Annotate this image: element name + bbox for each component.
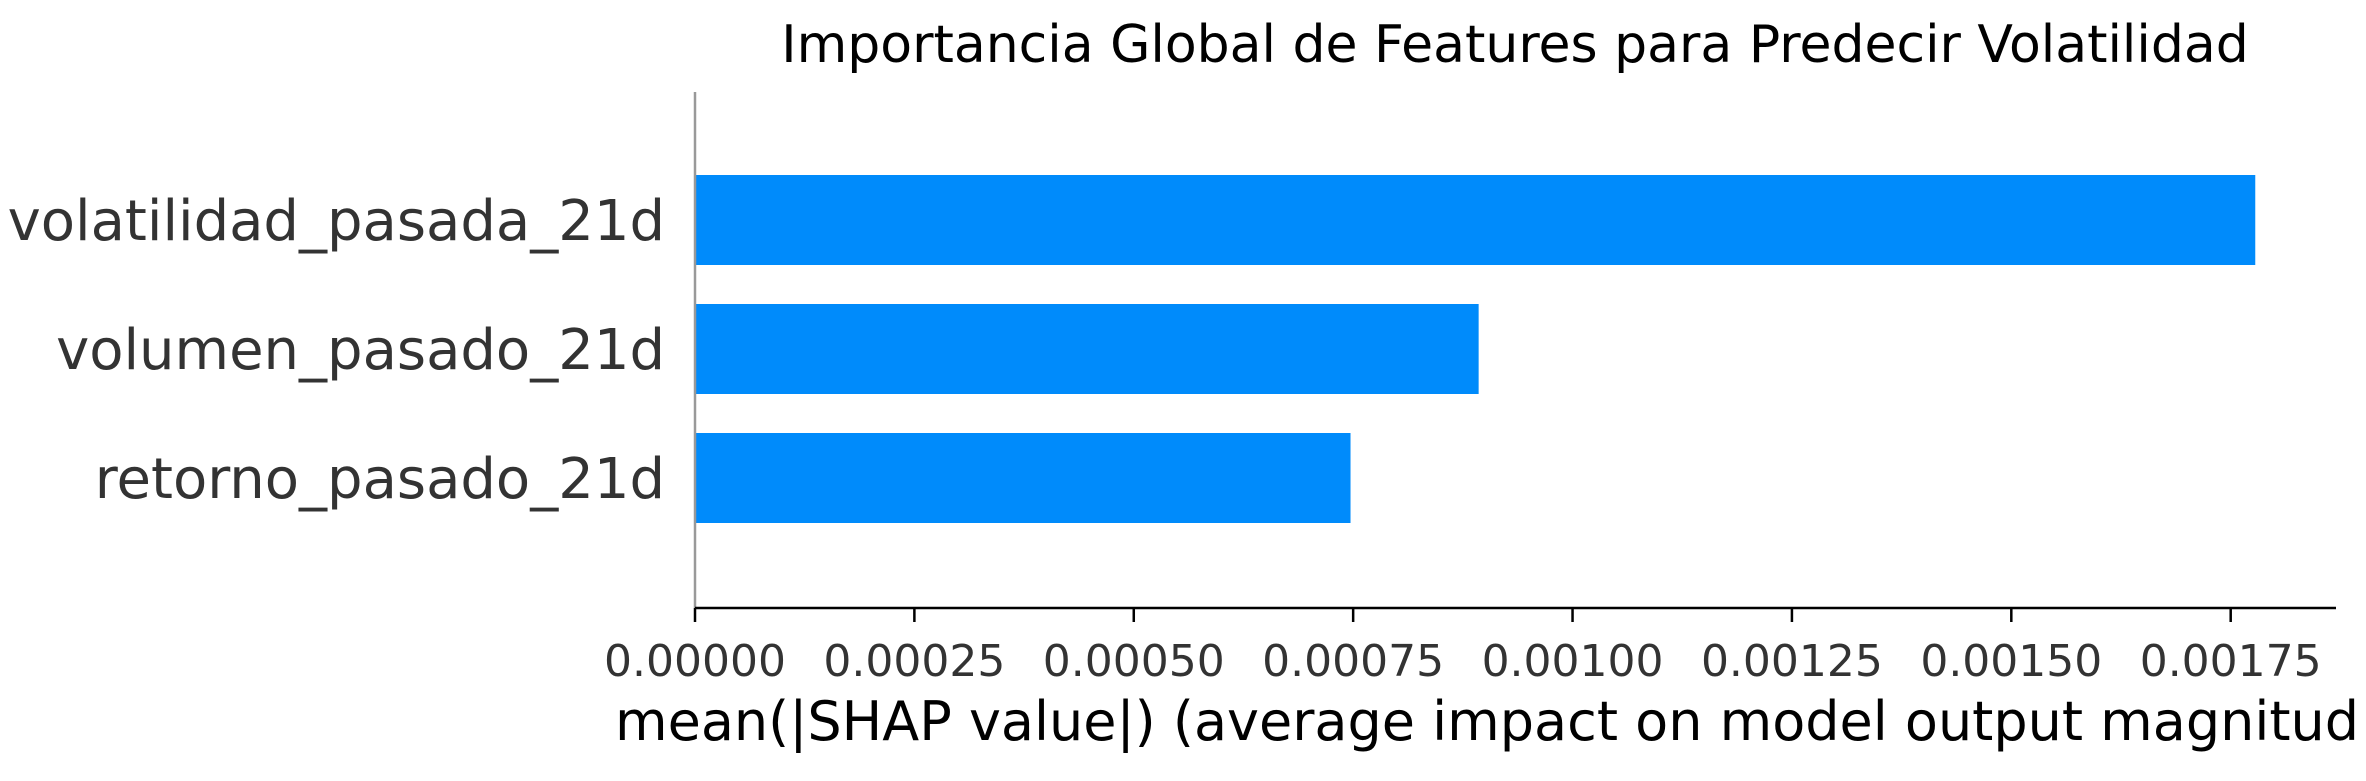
x-tick-label: 0.00000 bbox=[604, 636, 786, 687]
x-ticks: 0.00000 0.00025 0.00050 0.00075 0.00100 0.001… bbox=[604, 608, 2322, 687]
bar-volatilidad_pasada_21d bbox=[695, 175, 2256, 265]
bars-group bbox=[695, 175, 2256, 523]
bar-volumen_pasado_21d bbox=[695, 304, 1479, 394]
x-tick-label: 0.00025 bbox=[823, 636, 1005, 687]
x-axis-label: mean(|SHAP value|) (average impact on mo… bbox=[615, 690, 2359, 753]
x-tick-label: 0.00125 bbox=[1701, 636, 1883, 687]
x-tick-label: 0.00150 bbox=[1920, 636, 2102, 687]
y-tick-labels: volatilidad_pasada_21d volumen_pasado_21d… bbox=[8, 189, 665, 512]
chart-title: Importancia Global de Features para Pred… bbox=[781, 15, 2248, 75]
y-tick-label: retorno_pasado_21d bbox=[95, 447, 665, 512]
y-tick-label: volatilidad_pasada_21d bbox=[8, 189, 665, 254]
x-tick-label: 0.00075 bbox=[1262, 636, 1444, 687]
x-tick-label: 0.00175 bbox=[2140, 636, 2322, 687]
y-tick-label: volumen_pasado_21d bbox=[56, 318, 665, 383]
x-tick-label: 0.00050 bbox=[1043, 636, 1225, 687]
bar-retorno_pasado_21d bbox=[695, 433, 1351, 523]
x-tick-label: 0.00100 bbox=[1482, 636, 1664, 687]
